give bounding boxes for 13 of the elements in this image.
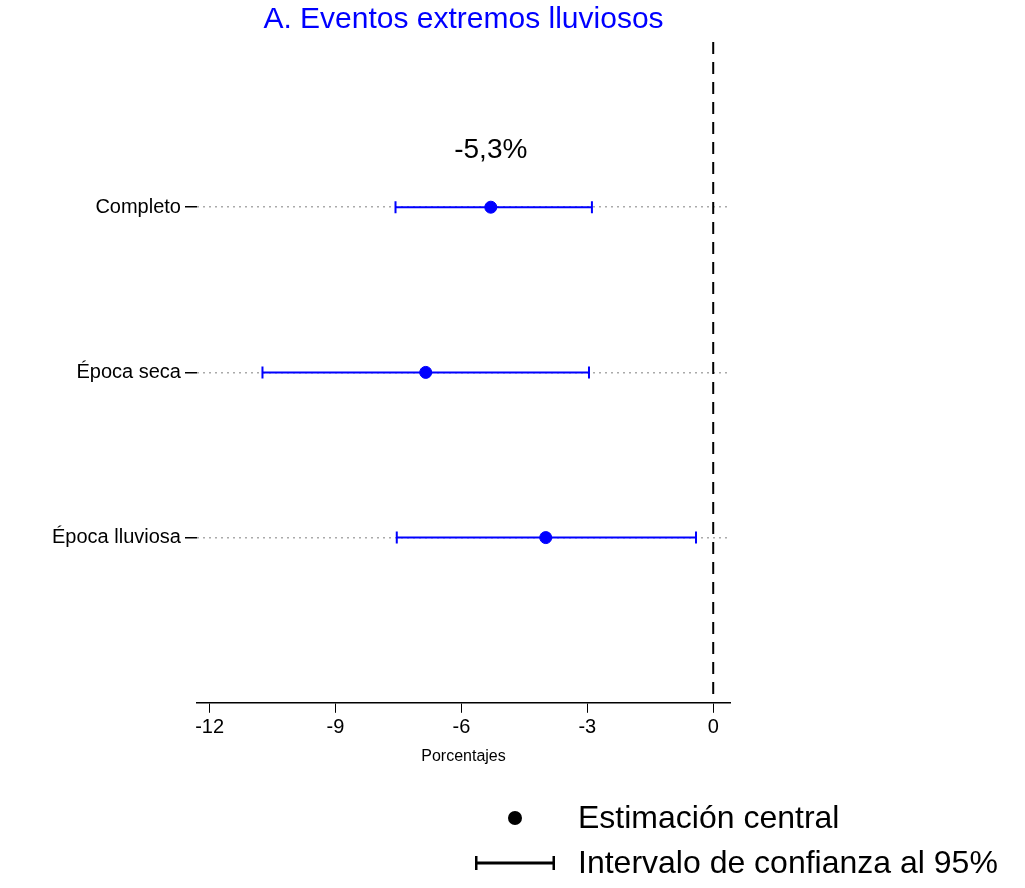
text: Intervalo de confianza al 95% — [578, 844, 998, 881]
x-tick-label: 0 — [707, 715, 719, 738]
x-tick-label: -9 — [326, 715, 345, 738]
x-tick-label: -12 — [195, 715, 225, 738]
text: Estimación central — [578, 799, 840, 836]
x-axis-title: Porcentajes — [421, 746, 506, 764]
x-tick-label: -3 — [578, 715, 597, 738]
y-tick-label: Completo — [95, 194, 181, 217]
y-tick-label: Época seca — [76, 359, 182, 382]
x-tick-label: -6 — [452, 715, 471, 738]
annotation: -5,3% — [454, 132, 528, 164]
y-tick-label: Época lluviosa — [52, 525, 182, 548]
chart-title: A. Eventos extremos lluviosos — [263, 1, 664, 35]
